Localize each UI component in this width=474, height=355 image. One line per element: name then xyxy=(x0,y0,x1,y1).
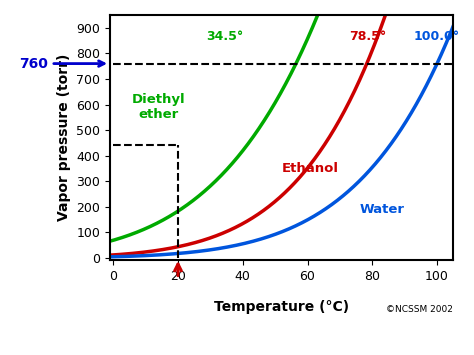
Text: 78.5°: 78.5° xyxy=(349,30,386,43)
Text: 760: 760 xyxy=(19,56,104,71)
Text: 100.0°: 100.0° xyxy=(414,30,460,43)
X-axis label: Temperature (°C): Temperature (°C) xyxy=(214,300,349,314)
Text: 34.5°: 34.5° xyxy=(206,30,244,43)
Text: ©NCSSM 2002: ©NCSSM 2002 xyxy=(386,305,453,314)
Y-axis label: Vapor pressure (torr): Vapor pressure (torr) xyxy=(57,54,71,222)
Text: Water: Water xyxy=(359,203,404,216)
Text: Diethyl
ether: Diethyl ether xyxy=(132,93,185,121)
Text: Ethanol: Ethanol xyxy=(282,162,338,175)
